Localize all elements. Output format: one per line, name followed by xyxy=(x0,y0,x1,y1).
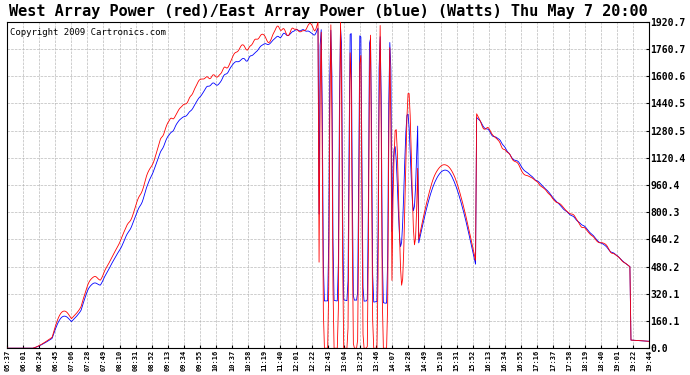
Text: Copyright 2009 Cartronics.com: Copyright 2009 Cartronics.com xyxy=(10,28,166,37)
Title: West Array Power (red)/East Array Power (blue) (Watts) Thu May 7 20:00: West Array Power (red)/East Array Power … xyxy=(9,4,647,19)
